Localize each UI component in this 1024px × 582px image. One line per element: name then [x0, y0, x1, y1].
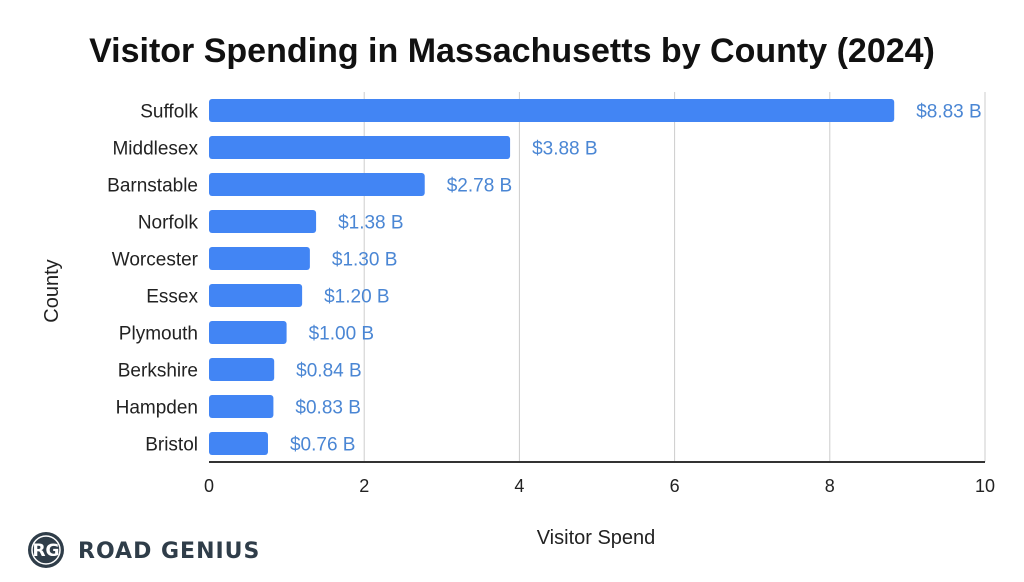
x-tick-label: 2: [359, 476, 369, 496]
bar: [209, 395, 274, 418]
logo-wordmark: ROAD GENIUS: [78, 539, 260, 564]
data-label: $1.38 B: [338, 213, 404, 234]
x-tick-label: 4: [514, 476, 524, 496]
category-label: Suffolk: [140, 102, 198, 123]
data-label: $0.83 B: [295, 398, 361, 419]
logo-mark: RG: [32, 541, 59, 561]
x-axis-title: Visitor Spend: [537, 527, 656, 549]
bar: [209, 284, 303, 307]
bar: [209, 173, 425, 196]
x-tick-label: 6: [670, 476, 680, 496]
category-label: Hampden: [116, 398, 198, 419]
data-label: $0.84 B: [296, 361, 362, 382]
bar: [209, 136, 511, 159]
data-labels: $8.83 B $3.88 B $2.78 B $1.38 B $1.30 B $1.20…: [290, 102, 982, 456]
x-tick-labels: 0 2 4 6 8 10: [204, 476, 995, 496]
y-axis-title: County: [41, 259, 63, 322]
data-label: $8.83 B: [916, 102, 982, 123]
bar: [209, 99, 895, 122]
bars: [209, 99, 895, 455]
gridlines: [363, 92, 986, 462]
x-tick-label: 10: [975, 476, 995, 496]
road-genius-logo: RG ROAD GENIUS: [28, 532, 260, 568]
category-label: Essex: [146, 287, 198, 308]
bar: [209, 358, 275, 381]
bar: [209, 247, 310, 270]
bar: [209, 210, 317, 233]
category-label: Plymouth: [119, 324, 198, 345]
category-label: Norfolk: [138, 213, 199, 234]
x-tick-label: 0: [204, 476, 214, 496]
data-label: $1.00 B: [309, 324, 375, 345]
bar: [209, 321, 287, 344]
bar: [209, 432, 268, 455]
chart-title: Visitor Spending in Massachusetts by Cou…: [89, 32, 935, 70]
logo-badge: [28, 532, 64, 568]
data-label: $1.30 B: [332, 250, 398, 271]
data-label: $2.78 B: [447, 176, 513, 197]
category-label: Middlesex: [112, 139, 198, 160]
category-label: Bristol: [145, 435, 198, 456]
category-label: Barnstable: [107, 176, 198, 197]
logo-badge-ring: [31, 535, 61, 565]
category-label: Berkshire: [118, 361, 198, 382]
category-label: Worcester: [112, 250, 199, 271]
x-tick-label: 8: [825, 476, 835, 496]
data-label: $1.20 B: [324, 287, 390, 308]
category-labels: Suffolk Middlesex Barnstable Norfolk Worcest…: [107, 102, 199, 456]
data-label: $3.88 B: [532, 139, 598, 160]
data-label: $0.76 B: [290, 435, 356, 456]
